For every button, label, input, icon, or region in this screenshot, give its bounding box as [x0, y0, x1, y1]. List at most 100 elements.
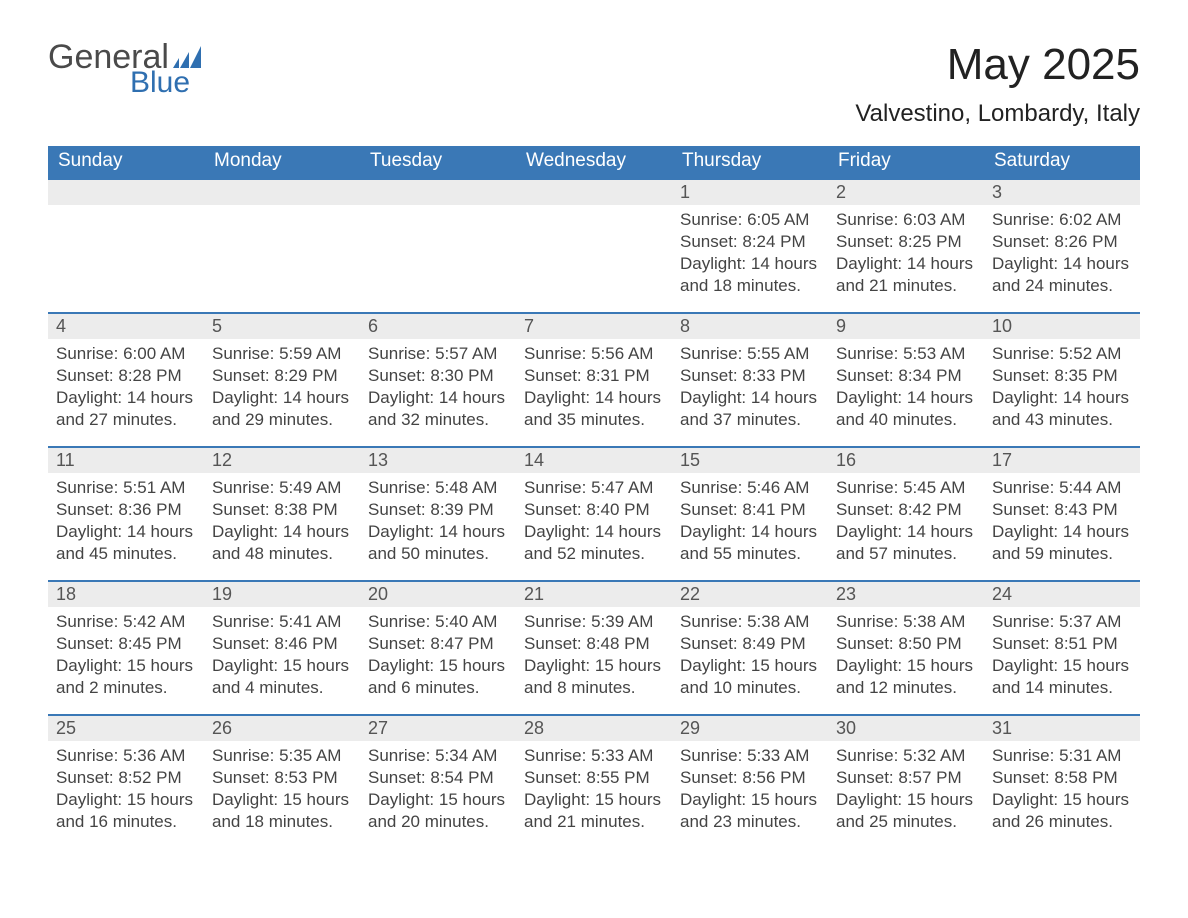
sunset-text: Sunset: 8:36 PM [56, 499, 196, 521]
sunrise-text: Sunrise: 5:44 AM [992, 477, 1132, 499]
day-number-bar: 3 [984, 178, 1140, 205]
daylight-text: Daylight: 14 hours and 35 minutes. [524, 387, 664, 431]
daylight-text: Daylight: 14 hours and 57 minutes. [836, 521, 976, 565]
daylight-text: Daylight: 15 hours and 16 minutes. [56, 789, 196, 833]
calendar-day-cell: 5Sunrise: 5:59 AMSunset: 8:29 PMDaylight… [204, 312, 360, 446]
sunrise-text: Sunrise: 5:37 AM [992, 611, 1132, 633]
sunset-text: Sunset: 8:57 PM [836, 767, 976, 789]
sunset-text: Sunset: 8:51 PM [992, 633, 1132, 655]
sunrise-text: Sunrise: 5:47 AM [524, 477, 664, 499]
calendar-week-row: 4Sunrise: 6:00 AMSunset: 8:28 PMDaylight… [48, 312, 1140, 446]
daylight-text: Daylight: 14 hours and 43 minutes. [992, 387, 1132, 431]
calendar-day-cell: 18Sunrise: 5:42 AMSunset: 8:45 PMDayligh… [48, 580, 204, 714]
sunrise-text: Sunrise: 6:00 AM [56, 343, 196, 365]
calendar-day-cell: 23Sunrise: 5:38 AMSunset: 8:50 PMDayligh… [828, 580, 984, 714]
calendar-day-cell: 20Sunrise: 5:40 AMSunset: 8:47 PMDayligh… [360, 580, 516, 714]
sunset-text: Sunset: 8:25 PM [836, 231, 976, 253]
brand-bars-icon [173, 46, 201, 68]
day-details: Sunrise: 5:40 AMSunset: 8:47 PMDaylight:… [360, 607, 516, 699]
day-number-bar: 25 [48, 714, 204, 741]
calendar-day-cell [204, 178, 360, 312]
sunrise-text: Sunrise: 5:32 AM [836, 745, 976, 767]
day-number-bar: 7 [516, 312, 672, 339]
calendar-day-cell: 1Sunrise: 6:05 AMSunset: 8:24 PMDaylight… [672, 178, 828, 312]
sunset-text: Sunset: 8:54 PM [368, 767, 508, 789]
day-details: Sunrise: 5:59 AMSunset: 8:29 PMDaylight:… [204, 339, 360, 431]
sunset-text: Sunset: 8:46 PM [212, 633, 352, 655]
sunset-text: Sunset: 8:43 PM [992, 499, 1132, 521]
sunrise-text: Sunrise: 5:45 AM [836, 477, 976, 499]
daylight-text: Daylight: 15 hours and 21 minutes. [524, 789, 664, 833]
daylight-text: Daylight: 14 hours and 50 minutes. [368, 521, 508, 565]
day-of-week-row: Sunday Monday Tuesday Wednesday Thursday… [48, 146, 1140, 178]
day-details: Sunrise: 5:45 AMSunset: 8:42 PMDaylight:… [828, 473, 984, 565]
day-number-bar: 18 [48, 580, 204, 607]
sunrise-text: Sunrise: 5:33 AM [524, 745, 664, 767]
dow-header: Sunday [48, 146, 204, 178]
dow-header: Wednesday [516, 146, 672, 178]
page-header: General Blue May 2025 Valvestino, Lombar… [48, 40, 1140, 128]
calendar-day-cell: 27Sunrise: 5:34 AMSunset: 8:54 PMDayligh… [360, 714, 516, 848]
daylight-text: Daylight: 14 hours and 18 minutes. [680, 253, 820, 297]
day-details: Sunrise: 5:55 AMSunset: 8:33 PMDaylight:… [672, 339, 828, 431]
day-number-bar: 16 [828, 446, 984, 473]
sunset-text: Sunset: 8:40 PM [524, 499, 664, 521]
dow-header: Saturday [984, 146, 1140, 178]
calendar-day-cell [48, 178, 204, 312]
daylight-text: Daylight: 14 hours and 59 minutes. [992, 521, 1132, 565]
daylight-text: Daylight: 15 hours and 4 minutes. [212, 655, 352, 699]
sunset-text: Sunset: 8:28 PM [56, 365, 196, 387]
sunset-text: Sunset: 8:33 PM [680, 365, 820, 387]
day-number-bar: 20 [360, 580, 516, 607]
day-number-bar: 1 [672, 178, 828, 205]
day-number-bar: 17 [984, 446, 1140, 473]
calendar-day-cell: 28 Sunrise: 5:33 AMSunset: 8:55 PMDayligh… [516, 714, 672, 848]
calendar-week-row: 11Sunrise: 5:51 AMSunset: 8:36 PMDayligh… [48, 446, 1140, 580]
daylight-text: Daylight: 14 hours and 52 minutes. [524, 521, 664, 565]
day-details: Sunrise: 5:42 AMSunset: 8:45 PMDaylight:… [48, 607, 204, 699]
day-details: Sunrise: 5:41 AMSunset: 8:46 PMDaylight:… [204, 607, 360, 699]
day-number-bar: 14 [516, 446, 672, 473]
sunrise-text: Sunrise: 5:55 AM [680, 343, 820, 365]
calendar-day-cell: 12Sunrise: 5:49 AMSunset: 8:38 PMDayligh… [204, 446, 360, 580]
day-number-bar: 6 [360, 312, 516, 339]
day-number-bar-empty [204, 178, 360, 205]
daylight-text: Daylight: 14 hours and 27 minutes. [56, 387, 196, 431]
sunrise-text: Sunrise: 5:35 AM [212, 745, 352, 767]
page-subtitle: Valvestino, Lombardy, Italy [855, 100, 1140, 128]
brand-word-2: Blue [130, 68, 201, 98]
calendar-week-row: 25Sunrise: 5:36 AMSunset: 8:52 PMDayligh… [48, 714, 1140, 848]
dow-header: Thursday [672, 146, 828, 178]
calendar-day-cell: 24Sunrise: 5:37 AMSunset: 8:51 PMDayligh… [984, 580, 1140, 714]
sunrise-text: Sunrise: 5:38 AM [836, 611, 976, 633]
sunrise-text: Sunrise: 5:53 AM [836, 343, 976, 365]
sunset-text: Sunset: 8:26 PM [992, 231, 1132, 253]
sunrise-text: Sunrise: 5:57 AM [368, 343, 508, 365]
day-details: Sunrise: 6:05 AMSunset: 8:24 PMDaylight:… [672, 205, 828, 297]
calendar-day-cell: 9Sunrise: 5:53 AMSunset: 8:34 PMDaylight… [828, 312, 984, 446]
calendar-week-row: 1Sunrise: 6:05 AMSunset: 8:24 PMDaylight… [48, 178, 1140, 312]
day-details: Sunrise: 5:37 AMSunset: 8:51 PMDaylight:… [984, 607, 1140, 699]
calendar-day-cell: 6Sunrise: 5:57 AMSunset: 8:30 PMDaylight… [360, 312, 516, 446]
day-number-bar: 15 [672, 446, 828, 473]
day-number-bar: 28 [516, 714, 672, 741]
sunset-text: Sunset: 8:55 PM [524, 767, 664, 789]
calendar-day-cell: 30Sunrise: 5:32 AMSunset: 8:57 PMDayligh… [828, 714, 984, 848]
day-details: Sunrise: 5:31 AMSunset: 8:58 PMDaylight:… [984, 741, 1140, 833]
daylight-text: Daylight: 15 hours and 14 minutes. [992, 655, 1132, 699]
day-details: Sunrise: 5:56 AMSunset: 8:31 PMDaylight:… [516, 339, 672, 431]
day-number-bar: 21 [516, 580, 672, 607]
day-number-bar: 4 [48, 312, 204, 339]
day-details: Sunrise: 5:53 AMSunset: 8:34 PMDaylight:… [828, 339, 984, 431]
sunrise-text: Sunrise: 6:05 AM [680, 209, 820, 231]
calendar-week-row: 18Sunrise: 5:42 AMSunset: 8:45 PMDayligh… [48, 580, 1140, 714]
calendar-table: Sunday Monday Tuesday Wednesday Thursday… [48, 146, 1140, 848]
daylight-text: Daylight: 15 hours and 10 minutes. [680, 655, 820, 699]
daylight-text: Daylight: 14 hours and 32 minutes. [368, 387, 508, 431]
calendar-day-cell: 17 Sunrise: 5:44 AMSunset: 8:43 PMDayligh… [984, 446, 1140, 580]
dow-header: Monday [204, 146, 360, 178]
day-details: Sunrise: 5:52 AMSunset: 8:35 PMDaylight:… [984, 339, 1140, 431]
sunrise-text: Sunrise: 6:02 AM [992, 209, 1132, 231]
daylight-text: Daylight: 15 hours and 12 minutes. [836, 655, 976, 699]
calendar-day-cell: 26Sunrise: 5:35 AMSunset: 8:53 PMDayligh… [204, 714, 360, 848]
